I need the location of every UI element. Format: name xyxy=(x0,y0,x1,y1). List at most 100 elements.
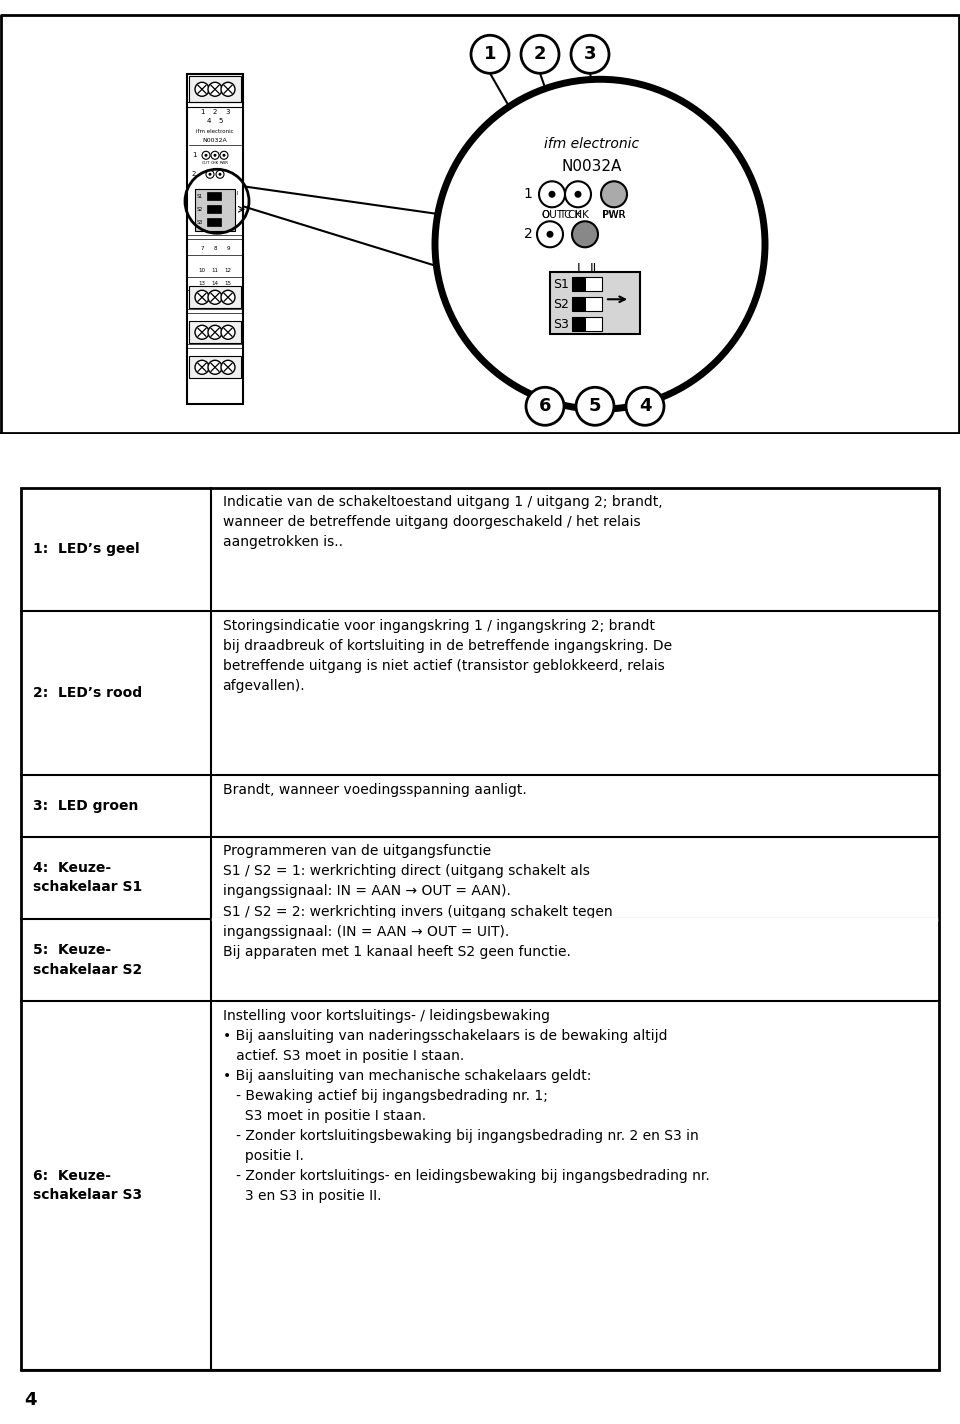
Text: O: O xyxy=(541,211,549,221)
Circle shape xyxy=(571,36,609,73)
Bar xyxy=(207,192,221,201)
Text: 7: 7 xyxy=(201,246,204,251)
Text: 14: 14 xyxy=(211,281,219,286)
Bar xyxy=(207,218,221,226)
Text: 2:  LED’s rood: 2: LED’s rood xyxy=(33,686,142,699)
Text: 4: 4 xyxy=(24,1391,36,1408)
Text: 12: 12 xyxy=(225,268,231,273)
Circle shape xyxy=(213,154,217,157)
Circle shape xyxy=(220,151,228,159)
Text: I: I xyxy=(236,191,238,195)
Text: 2: 2 xyxy=(213,110,217,115)
Circle shape xyxy=(626,387,664,426)
Text: 13: 13 xyxy=(199,281,205,286)
Circle shape xyxy=(195,290,209,305)
Circle shape xyxy=(208,325,222,339)
Circle shape xyxy=(208,290,222,305)
Circle shape xyxy=(202,151,210,159)
Text: 4: 4 xyxy=(638,397,651,416)
Bar xyxy=(207,205,221,214)
Bar xyxy=(572,278,586,292)
Text: 3:  LED groen: 3: LED groen xyxy=(33,799,138,813)
Text: OUT: OUT xyxy=(202,161,210,165)
Text: Storingsindicatie voor ingangskring 1 / ingangskring 2; brandt
bij draadbreuk of: Storingsindicatie voor ingangskring 1 / … xyxy=(223,618,672,692)
Text: 5: 5 xyxy=(219,118,223,124)
Text: 3: 3 xyxy=(584,46,596,63)
Circle shape xyxy=(195,83,209,97)
Text: 5: 5 xyxy=(588,397,601,416)
Bar xyxy=(195,189,235,231)
Circle shape xyxy=(576,387,614,426)
Circle shape xyxy=(221,83,235,97)
Text: 10: 10 xyxy=(199,268,205,273)
Text: 2: 2 xyxy=(192,171,196,177)
Circle shape xyxy=(539,181,565,208)
Text: ifm electronic: ifm electronic xyxy=(196,128,234,134)
Circle shape xyxy=(221,325,235,339)
Circle shape xyxy=(223,154,226,157)
Text: 15: 15 xyxy=(225,281,231,286)
Text: Instelling voor kortsluitings- / leidingsbewaking
• Bij aansluiting van nadering: Instelling voor kortsluitings- / leiding… xyxy=(223,1008,709,1203)
Text: CHK: CHK xyxy=(211,161,219,165)
Circle shape xyxy=(195,325,209,339)
Circle shape xyxy=(221,360,235,375)
Text: 1:  LED’s geel: 1: LED’s geel xyxy=(33,543,139,557)
Text: N0032A: N0032A xyxy=(562,159,622,174)
Circle shape xyxy=(206,171,214,178)
Text: S2: S2 xyxy=(197,206,204,212)
Circle shape xyxy=(195,360,209,375)
Text: S1: S1 xyxy=(197,194,204,199)
Circle shape xyxy=(219,172,222,175)
Text: CHK: CHK xyxy=(567,211,588,221)
Circle shape xyxy=(546,231,554,238)
Circle shape xyxy=(208,360,222,375)
Bar xyxy=(189,77,241,103)
Text: 2: 2 xyxy=(534,46,546,63)
Text: Programmeren van de uitgangsfunctie
S1 / S2 = 1: werkrichting direct (uitgang sc: Programmeren van de uitgangsfunctie S1 /… xyxy=(223,844,612,958)
Text: PWR: PWR xyxy=(603,211,625,221)
Circle shape xyxy=(574,191,582,198)
Text: II: II xyxy=(589,262,596,275)
Text: 4:  Keuze-
schakelaar S1: 4: Keuze- schakelaar S1 xyxy=(33,862,142,894)
Text: 1: 1 xyxy=(523,188,533,201)
Text: S2: S2 xyxy=(553,298,569,310)
Text: ifm electronic: ifm electronic xyxy=(544,137,639,151)
Bar xyxy=(572,318,602,332)
Text: Brandt, wanneer voedingsspanning aanligt.: Brandt, wanneer voedingsspanning aanligt… xyxy=(223,783,526,797)
Text: Indicatie van de schakeltoestand uitgang 1 / uitgang 2; brandt,
wanneer de betre: Indicatie van de schakeltoestand uitgang… xyxy=(223,496,662,550)
Circle shape xyxy=(471,36,509,73)
Bar xyxy=(187,74,243,404)
Text: 6: 6 xyxy=(539,397,551,416)
Text: 4: 4 xyxy=(206,118,211,124)
Circle shape xyxy=(208,83,222,97)
Circle shape xyxy=(208,172,211,175)
Circle shape xyxy=(221,290,235,305)
Circle shape xyxy=(211,151,219,159)
Bar xyxy=(572,298,586,312)
Circle shape xyxy=(572,221,598,248)
Text: TC: TC xyxy=(559,211,571,221)
Text: 8: 8 xyxy=(213,246,217,251)
Text: 2: 2 xyxy=(523,228,533,241)
Circle shape xyxy=(601,181,627,208)
Text: S3: S3 xyxy=(197,219,204,225)
Text: K: K xyxy=(575,211,581,221)
Bar xyxy=(189,356,241,379)
Circle shape xyxy=(204,154,207,157)
Circle shape xyxy=(537,221,563,248)
Bar xyxy=(572,318,586,332)
Text: 11: 11 xyxy=(211,268,219,273)
Circle shape xyxy=(526,387,564,426)
Text: S3: S3 xyxy=(553,318,569,330)
Text: 1: 1 xyxy=(484,46,496,63)
Bar xyxy=(550,272,640,335)
Text: 9: 9 xyxy=(227,246,229,251)
Text: 3: 3 xyxy=(226,110,230,115)
Text: 1: 1 xyxy=(200,110,204,115)
Text: OUT: OUT xyxy=(541,211,563,221)
Bar xyxy=(572,298,602,312)
Text: 5:  Keuze-
schakelaar S2: 5: Keuze- schakelaar S2 xyxy=(33,943,142,977)
Text: PWR: PWR xyxy=(220,161,228,165)
Bar xyxy=(189,322,241,343)
Circle shape xyxy=(565,181,591,208)
